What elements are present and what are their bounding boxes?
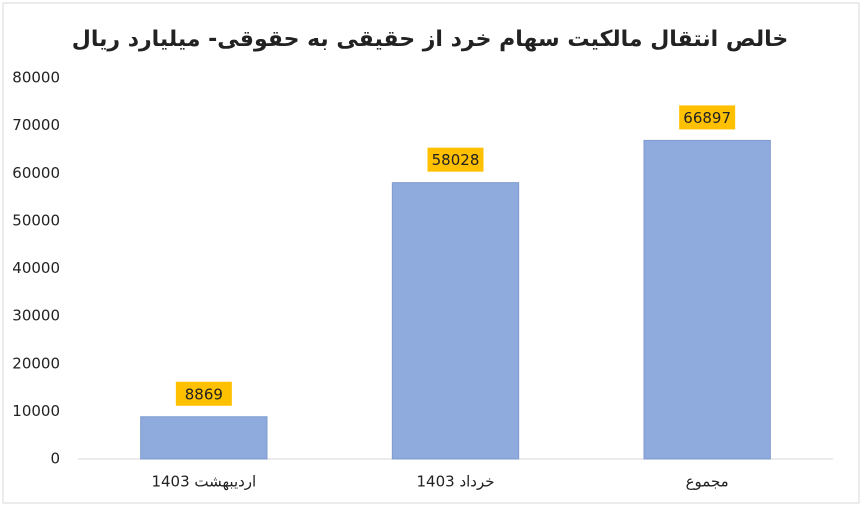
y-tick-label: 0	[50, 450, 60, 468]
y-tick-label: 10000	[12, 402, 60, 420]
y-tick-label: 80000	[12, 69, 60, 87]
data-label: 8869	[185, 385, 223, 403]
chart-title: خالص انتقال مالکیت سهام خرد از حقیقی به …	[72, 27, 788, 52]
y-tick-label: 30000	[12, 307, 60, 325]
data-label-box	[679, 105, 736, 130]
y-tick-label: 20000	[12, 354, 60, 372]
x-tick-label: اردیبهشت 1403	[151, 473, 256, 491]
x-tick-label: خرداد 1403	[416, 473, 494, 491]
bar	[643, 139, 771, 460]
bar	[140, 416, 268, 460]
bar	[391, 182, 520, 460]
y-tick-label: 40000	[12, 259, 60, 277]
y-tick-label: 60000	[12, 164, 60, 182]
x-tick-label: مجموع	[686, 473, 729, 491]
data-label: 58028	[432, 151, 480, 169]
data-label-box	[175, 381, 232, 406]
y-tick-label: 50000	[12, 211, 60, 229]
y-tick-label: 70000	[12, 116, 60, 134]
data-label-box	[427, 147, 484, 172]
data-label: 66897	[683, 109, 731, 127]
